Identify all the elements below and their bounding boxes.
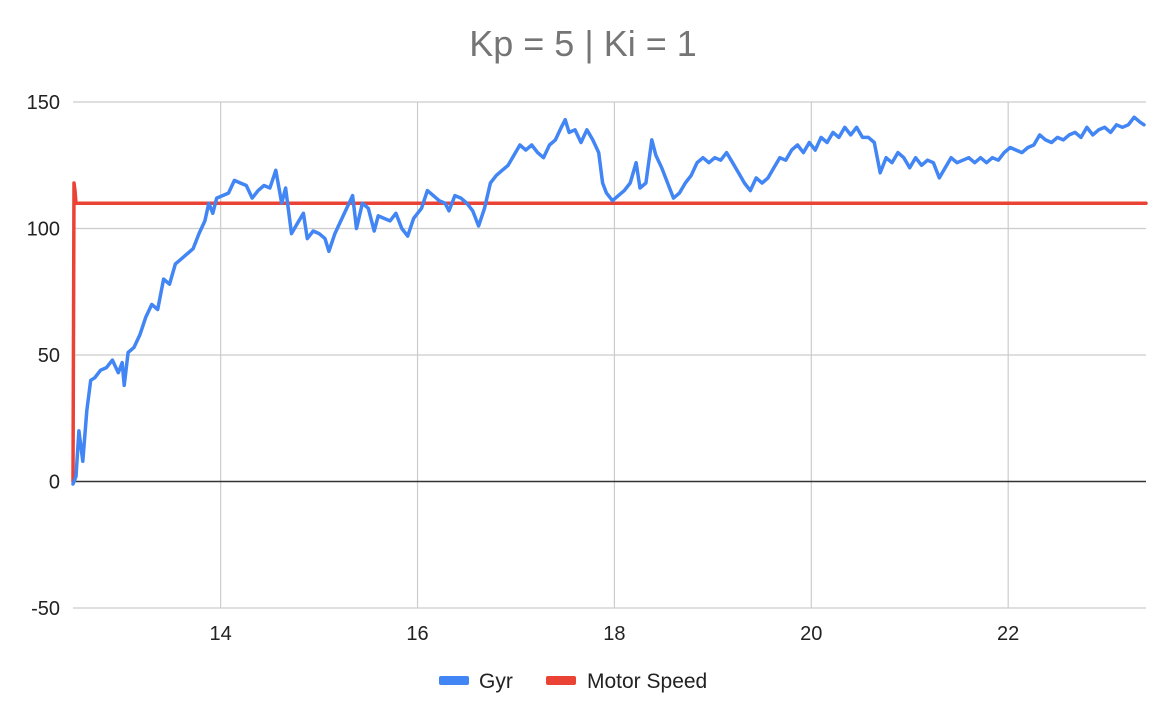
x-tick-label: 14 bbox=[210, 623, 232, 645]
legend: Gyr Motor Speed bbox=[439, 670, 707, 693]
chart-title: Kp = 5 | Ki = 1 bbox=[469, 23, 697, 64]
legend-swatch-motor-speed bbox=[546, 676, 576, 685]
x-tick-label: 18 bbox=[603, 623, 625, 645]
legend-label-motor-speed: Motor Speed bbox=[587, 670, 707, 693]
series-line-motor-speed bbox=[71, 181, 1148, 484]
x-tick-label: 22 bbox=[997, 623, 1019, 645]
x-tick-label: 20 bbox=[800, 623, 822, 645]
x-tick-label: 16 bbox=[406, 623, 428, 645]
y-tick-label: 50 bbox=[38, 345, 60, 367]
y-gridlines bbox=[73, 101, 1146, 609]
legend-swatch-gyr bbox=[439, 676, 469, 685]
y-tick-label: -50 bbox=[31, 598, 60, 620]
y-axis-ticks: -50 0 50 100 150 bbox=[27, 92, 60, 620]
y-tick-label: 0 bbox=[49, 472, 60, 494]
series-lines bbox=[71, 115, 1148, 486]
legend-label-gyr: Gyr bbox=[479, 670, 513, 693]
y-tick-label: 150 bbox=[27, 92, 60, 114]
x-axis-ticks: 14 16 18 20 22 bbox=[210, 623, 1020, 645]
series-line-gyr bbox=[71, 115, 1146, 486]
y-tick-label: 100 bbox=[27, 219, 60, 241]
